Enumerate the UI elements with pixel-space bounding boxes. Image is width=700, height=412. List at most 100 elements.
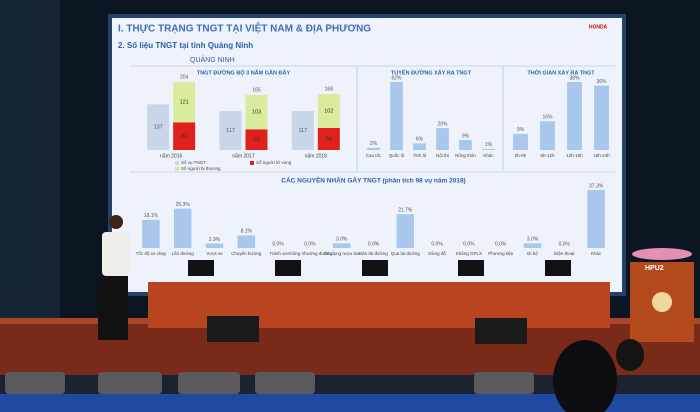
slide-title: I. THỰC TRẠNG TNGT TẠI VIỆT NAM & ĐỊA PH…	[118, 22, 371, 35]
x-tick-label: Khác	[591, 251, 602, 256]
x-tick-label: 18h-24h	[593, 153, 610, 158]
legend-swatch	[175, 161, 179, 165]
bar	[367, 147, 380, 150]
value-label: 20%	[437, 121, 448, 127]
audience-head	[553, 340, 617, 412]
monitor	[275, 260, 301, 276]
x-tick-label: năm 2017	[232, 153, 254, 159]
chart-title: TUYẾN ĐƯỜNG XẢY RA TNGT	[391, 68, 472, 76]
value-label: 117	[226, 128, 235, 134]
bar	[459, 140, 472, 150]
desk-row	[0, 394, 700, 412]
seat	[474, 372, 534, 394]
value-label: 66	[326, 136, 332, 142]
total-label: 204	[180, 74, 189, 80]
x-tick-label: Không nhường đường	[287, 251, 332, 256]
legend-swatch	[250, 161, 254, 165]
value-label: 3.0%	[527, 237, 539, 243]
x-tick-label: Tốc độ xe chạy	[136, 251, 167, 256]
bar	[413, 143, 426, 150]
value-label: 0.0%	[431, 241, 443, 247]
value-label: 0.0%	[368, 241, 380, 247]
value-label: 2.9%	[209, 237, 221, 243]
value-label: 8.1%	[241, 229, 253, 235]
slide-subtitle: 2. Số liệu TNGT tại tỉnh Quảng Ninh	[118, 41, 253, 50]
x-tick-label: Lấn đường	[172, 251, 195, 256]
audience-head	[616, 339, 644, 371]
x-tick-label: Phương tiện	[488, 251, 513, 256]
bar	[291, 111, 314, 150]
podium-label: HPU2	[645, 265, 664, 272]
seat	[5, 372, 65, 394]
bar	[205, 243, 224, 248]
x-tick-label: Vượt xe	[206, 251, 223, 256]
bar	[594, 85, 609, 150]
x-tick-label: 0h-6h	[515, 153, 527, 158]
x-tick-label: năm 2016	[160, 153, 182, 159]
bar	[142, 219, 160, 248]
legend-label: Số người tử vong	[256, 159, 292, 165]
value-label: 38%	[569, 75, 580, 81]
seat	[255, 372, 315, 394]
chart-title: THỜI GIAN XẢY RA TNGT	[527, 68, 595, 76]
monitor	[458, 260, 484, 276]
wall	[0, 0, 60, 330]
monitor	[362, 260, 388, 276]
value-label: 121	[180, 100, 189, 106]
value-label: 25.3%	[176, 202, 191, 208]
value-label: 36%	[596, 79, 607, 85]
speaker	[475, 318, 527, 344]
value-label: 102	[324, 108, 333, 114]
value-label: 37.3%	[589, 183, 604, 189]
x-tick-label: Cao tốc	[366, 153, 382, 158]
bar-segment	[245, 129, 268, 150]
logo	[652, 292, 672, 312]
bar	[523, 243, 542, 248]
presenter-legs	[98, 276, 128, 340]
bar	[436, 128, 449, 150]
value-label: 9%	[462, 133, 470, 139]
bar	[513, 133, 528, 150]
bar	[390, 82, 403, 150]
value-label: 0.0%	[463, 241, 475, 247]
bar-segment	[317, 94, 340, 128]
x-tick-label: 12h-18h	[566, 153, 583, 158]
bar-segment	[245, 95, 268, 130]
bar	[396, 214, 415, 248]
x-tick-label: Sử dụng rượu bia	[324, 250, 360, 256]
x-tick-label: Quốc lộ	[389, 153, 405, 158]
value-label: 0.0%	[272, 241, 284, 247]
bar	[587, 190, 605, 248]
value-label: 18.1%	[144, 213, 159, 219]
bar	[482, 148, 495, 150]
presenter-body	[102, 232, 130, 276]
bar	[332, 243, 351, 248]
bar	[173, 208, 192, 248]
bar	[567, 82, 582, 150]
region: QUẢNG NINH	[190, 55, 235, 64]
x-tick-label: Nông thôn	[455, 153, 476, 158]
x-tick-label: Nội thị	[436, 153, 449, 158]
value-label: 16%	[542, 115, 553, 121]
value-label: 21.7%	[398, 208, 413, 214]
value-label: 62%	[391, 75, 402, 81]
seat	[178, 372, 240, 394]
value-label: 0.0%	[495, 241, 507, 247]
value-label: 137	[154, 125, 163, 131]
bar-segment	[173, 122, 196, 150]
x-tick-label: Khác	[483, 153, 494, 158]
x-tick-label: năm 2018	[305, 153, 327, 159]
value-label: 103	[252, 110, 261, 116]
x-tick-label: Điện thoại	[554, 251, 574, 256]
x-tick-label: Dừng đỗ	[428, 250, 446, 256]
value-label: 62	[253, 137, 259, 143]
bar	[219, 111, 242, 150]
x-tick-label: Tỉnh lộ	[413, 152, 427, 158]
x-tick-label: Qua lại đường	[391, 251, 420, 256]
brand: HONDA	[589, 24, 608, 30]
value-label: 6%	[416, 137, 424, 143]
x-tick-label: Chuyển hướng	[231, 250, 262, 256]
bar-segment	[173, 82, 196, 123]
